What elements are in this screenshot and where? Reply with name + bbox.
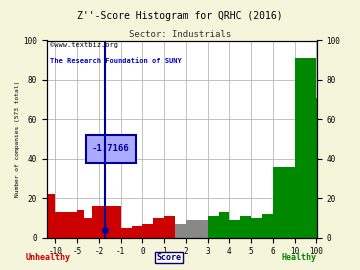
- Bar: [77, 210, 85, 238]
- Bar: [85, 218, 92, 238]
- Bar: [175, 224, 186, 238]
- Bar: [219, 212, 229, 238]
- Bar: [99, 206, 121, 238]
- Y-axis label: Number of companies (573 total): Number of companies (573 total): [15, 81, 21, 197]
- Bar: [240, 216, 251, 238]
- Text: Sector: Industrials: Sector: Industrials: [129, 30, 231, 39]
- Bar: [143, 224, 153, 238]
- Text: Healthy: Healthy: [282, 253, 317, 262]
- Bar: [131, 226, 143, 238]
- Bar: [121, 228, 131, 238]
- Text: Score: Score: [157, 253, 182, 262]
- Bar: [273, 167, 294, 238]
- Bar: [197, 220, 208, 238]
- Text: -1.7166: -1.7166: [92, 144, 130, 153]
- Text: Unhealthy: Unhealthy: [25, 253, 70, 262]
- Text: The Research Foundation of SUNY: The Research Foundation of SUNY: [50, 58, 181, 64]
- Bar: [86, 135, 136, 163]
- Bar: [55, 212, 77, 238]
- Bar: [164, 216, 175, 238]
- Bar: [251, 218, 262, 238]
- Bar: [229, 220, 240, 238]
- Bar: [262, 214, 273, 238]
- Bar: [186, 220, 197, 238]
- Bar: [92, 206, 99, 238]
- Bar: [208, 216, 219, 238]
- Text: ©www.textbiz.org: ©www.textbiz.org: [50, 42, 117, 49]
- Bar: [153, 218, 164, 238]
- Bar: [47, 194, 55, 238]
- Bar: [294, 58, 316, 238]
- Text: Z''-Score Histogram for QRHC (2016): Z''-Score Histogram for QRHC (2016): [77, 11, 283, 21]
